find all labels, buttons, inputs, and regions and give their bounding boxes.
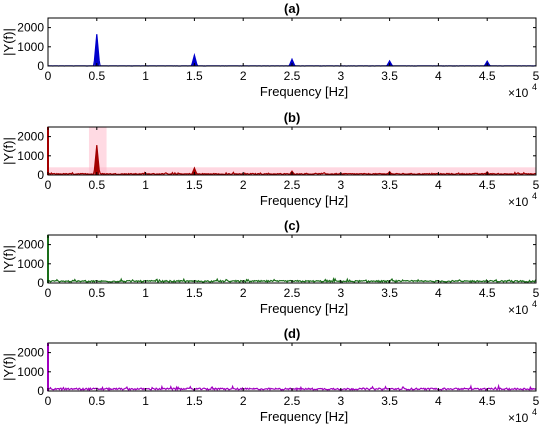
x-axis-label: Frequency [Hz] (260, 84, 348, 99)
x-tick-label: 5 (533, 394, 540, 408)
x-tick-label: 1.5 (186, 394, 203, 408)
x-scale-multiplier: ×10 (508, 411, 529, 425)
x-tick-label: 4 (435, 69, 442, 83)
y-tick-label: 2000 (17, 130, 44, 144)
y-tick-label: 2000 (17, 238, 44, 252)
x-tick-label: 4.5 (479, 394, 496, 408)
x-axis-label: Frequency [Hz] (260, 193, 348, 208)
x-tick-label: 4.5 (479, 69, 496, 83)
x-tick-label: 4 (435, 178, 442, 192)
x-scale-multiplier: ×10 (508, 303, 529, 317)
x-tick-label: 3 (337, 394, 344, 408)
y-axis-label: |Y(f)| (1, 353, 16, 381)
x-tick-label: 1.5 (186, 69, 203, 83)
x-tick-label: 4 (435, 394, 442, 408)
x-tick-label: 2.5 (284, 286, 301, 300)
x-tick-label: 0 (45, 394, 52, 408)
x-tick-label: 2.5 (284, 69, 301, 83)
subplot-title: (c) (284, 218, 300, 233)
y-axis-label: |Y(f)| (1, 137, 16, 165)
y-axis-label: |Y(f)| (1, 245, 16, 273)
y-tick-label: 2000 (17, 346, 44, 360)
x-tick-label: 3.5 (381, 178, 398, 192)
x-scale-exponent: 4 (532, 299, 537, 309)
y-tick-label: 0 (37, 168, 44, 182)
x-axis-label: Frequency [Hz] (260, 409, 348, 424)
x-tick-label: 3 (337, 286, 344, 300)
x-scale-exponent: 4 (532, 407, 537, 417)
x-scale-exponent: 4 (532, 82, 537, 92)
subplot-2: (b) 0 0.5 1 1.5 2 2.5 3 3.5 4 4.5 5 0 1000 2000|Y(f)| F… (1, 110, 540, 209)
x-tick-label: 3.5 (381, 394, 398, 408)
x-tick-label: 2 (240, 286, 247, 300)
x-tick-label: 2.5 (284, 394, 301, 408)
y-tick-label: 1000 (17, 257, 44, 271)
x-tick-label: 0.5 (88, 394, 105, 408)
x-tick-label: 0.5 (88, 69, 105, 83)
subplot-title: (b) (284, 110, 301, 125)
axes-box (47, 234, 537, 284)
x-scale-exponent: 4 (532, 191, 537, 201)
x-tick-label: 4.5 (479, 286, 496, 300)
subplot-title: (d) (284, 326, 301, 341)
x-tick-label: 4 (435, 286, 442, 300)
x-tick-label: 3 (337, 69, 344, 83)
y-tick-label: 1000 (17, 365, 44, 379)
x-tick-label: 1 (142, 394, 149, 408)
x-axis-label: Frequency [Hz] (260, 301, 348, 316)
subplot-4: (d) 0 0.5 1 1.5 2 2.5 3 3.5 4 4.5 5 0 1000 2000|Y(f)| F… (1, 326, 540, 425)
y-tick-label: 1000 (17, 149, 44, 163)
x-tick-label: 4.5 (479, 178, 496, 192)
x-tick-label: 3.5 (381, 286, 398, 300)
x-tick-label: 3 (337, 178, 344, 192)
x-tick-label: 2.5 (284, 178, 301, 192)
x-tick-label: 5 (533, 286, 540, 300)
y-tick-label: 0 (37, 276, 44, 290)
x-tick-label: 5 (533, 178, 540, 192)
subplot-1: (a) 0 0.5 1 1.5 2 2.5 3 3.5 4 4.5 5 0 1000 2000|Y(f)| F… (1, 1, 540, 100)
x-tick-label: 2 (240, 69, 247, 83)
spectral-peak (94, 34, 100, 67)
x-tick-label: 2 (240, 178, 247, 192)
subplot-3: (c) 0 0.5 1 1.5 2 2.5 3 3.5 4 4.5 5 0 1000 2000|Y(f)| F… (1, 218, 540, 317)
x-tick-label: 0.5 (88, 286, 105, 300)
y-axis-label: |Y(f)| (1, 28, 16, 56)
x-scale-multiplier: ×10 (508, 86, 529, 100)
x-tick-label: 1 (142, 69, 149, 83)
x-tick-label: 1.5 (186, 286, 203, 300)
x-tick-label: 1 (142, 286, 149, 300)
x-tick-label: 0 (45, 286, 52, 300)
subplot-title: (a) (284, 1, 300, 16)
y-tick-label: 0 (37, 384, 44, 398)
x-tick-label: 0 (45, 69, 52, 83)
x-tick-label: 5 (533, 69, 540, 83)
y-tick-label: 2000 (17, 21, 44, 35)
x-tick-label: 1 (142, 178, 149, 192)
x-tick-label: 2 (240, 394, 247, 408)
x-tick-label: 0 (45, 178, 52, 192)
y-tick-label: 1000 (17, 40, 44, 54)
y-tick-label: 0 (37, 59, 44, 73)
x-tick-label: 3.5 (381, 69, 398, 83)
axes-box (47, 342, 537, 392)
x-tick-label: 0.5 (88, 178, 105, 192)
x-tick-label: 1.5 (186, 178, 203, 192)
x-scale-multiplier: ×10 (508, 195, 529, 209)
